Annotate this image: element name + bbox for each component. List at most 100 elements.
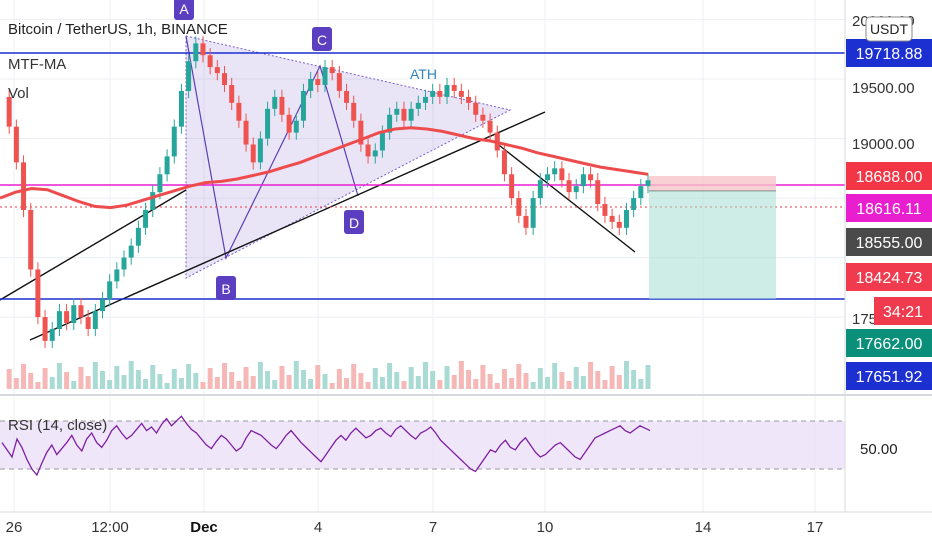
- time-label: 7: [429, 519, 437, 536]
- candle: [236, 95, 242, 128]
- volume-bar: [21, 364, 27, 389]
- marker-d: D: [344, 210, 364, 234]
- candle: [71, 298, 77, 331]
- volume-bar: [171, 369, 177, 389]
- volume-bar: [322, 374, 328, 389]
- position-target-zone[interactable]: [649, 191, 776, 299]
- time-label: 26: [6, 519, 23, 536]
- candle: [509, 167, 515, 206]
- volume-bar: [92, 362, 98, 389]
- volume-bar: [13, 378, 19, 389]
- price-badge: 18616.11: [846, 194, 932, 222]
- price-badge: 18555.00: [846, 228, 932, 256]
- volume-bar: [523, 373, 529, 389]
- time-label: 10: [537, 519, 554, 536]
- volume-bar: [114, 366, 120, 389]
- currency-button[interactable]: USDT: [865, 16, 913, 42]
- svg-text:18424.73: 18424.73: [856, 270, 923, 287]
- candle: [480, 107, 486, 128]
- volume-bar: [509, 378, 515, 389]
- volume-bar: [487, 374, 493, 389]
- candle: [638, 179, 644, 206]
- rsi-level-label: 50.00: [860, 441, 898, 458]
- candle: [545, 167, 551, 188]
- candle: [552, 161, 558, 182]
- marker-b: B: [216, 276, 236, 300]
- candle: [458, 83, 464, 105]
- volume-bar: [272, 380, 278, 389]
- volume-bar: [545, 377, 551, 389]
- volume-bar: [408, 367, 414, 389]
- candle: [21, 155, 27, 218]
- candle: [573, 179, 579, 200]
- candle: [243, 113, 249, 152]
- candle: [394, 101, 400, 122]
- candle: [135, 220, 141, 253]
- trendline-rising: [29, 111, 546, 341]
- candle: [92, 303, 98, 337]
- candle: [293, 113, 299, 140]
- candle: [286, 107, 292, 140]
- candle: [537, 173, 543, 206]
- candle: [602, 196, 608, 224]
- volume-bar: [573, 367, 579, 389]
- volume-bar: [623, 361, 629, 389]
- volume-bar: [99, 371, 105, 389]
- volume-bar: [631, 370, 637, 389]
- volume-bar: [128, 361, 134, 389]
- candle: [365, 137, 371, 164]
- volume-bar: [580, 376, 586, 389]
- time-axis[interactable]: 26 12:00 Dec 4 7 10 14 17: [6, 519, 824, 536]
- volume-bar: [35, 382, 41, 389]
- marker-c: C: [312, 27, 332, 51]
- volume-bar: [358, 373, 364, 389]
- rsi-band: [0, 421, 845, 469]
- volume-bar: [537, 368, 543, 389]
- volume-bar: [265, 371, 271, 389]
- candle: [408, 101, 414, 128]
- candle: [107, 274, 113, 307]
- volume-bar: [394, 372, 400, 389]
- candle: [595, 173, 601, 212]
- candle: [623, 202, 629, 235]
- candle: [566, 173, 572, 200]
- candle: [401, 101, 407, 128]
- volume-bar: [530, 382, 536, 389]
- price-badge: 18424.73: [846, 263, 932, 291]
- volume-bar: [588, 362, 594, 389]
- candle: [351, 95, 357, 128]
- candle: [336, 65, 342, 99]
- volume-bar: [121, 375, 127, 389]
- volume-bar: [415, 376, 421, 389]
- volume-bar: [501, 369, 507, 389]
- position-stop-zone[interactable]: [649, 176, 776, 191]
- volume-bar: [308, 379, 314, 389]
- candle: [315, 71, 321, 93]
- volume-bar: [437, 380, 443, 389]
- volume-bar: [64, 372, 70, 389]
- volume-bar: [71, 381, 77, 389]
- volume-bar: [444, 366, 450, 389]
- time-label: Dec: [190, 519, 218, 536]
- volume-bar: [616, 375, 622, 389]
- svg-text:19718.88: 19718.88: [856, 46, 923, 63]
- candle: [186, 54, 192, 99]
- time-label: 17: [807, 519, 824, 536]
- candle: [645, 173, 651, 194]
- candle: [631, 190, 637, 218]
- candle: [114, 262, 120, 289]
- candle: [322, 60, 328, 93]
- triangle-pattern: [185, 35, 512, 279]
- volume-bar: [28, 373, 34, 389]
- volume-bar: [430, 371, 436, 389]
- svg-text:17651.92: 17651.92: [856, 369, 923, 386]
- candle: [580, 167, 586, 194]
- volume-bar: [107, 380, 113, 389]
- candle: [56, 303, 62, 337]
- candle: [222, 65, 228, 93]
- volume-bar: [286, 375, 292, 389]
- volume-bar: [494, 383, 500, 389]
- time-label: 12:00: [91, 519, 129, 536]
- volume-bar: [559, 372, 565, 389]
